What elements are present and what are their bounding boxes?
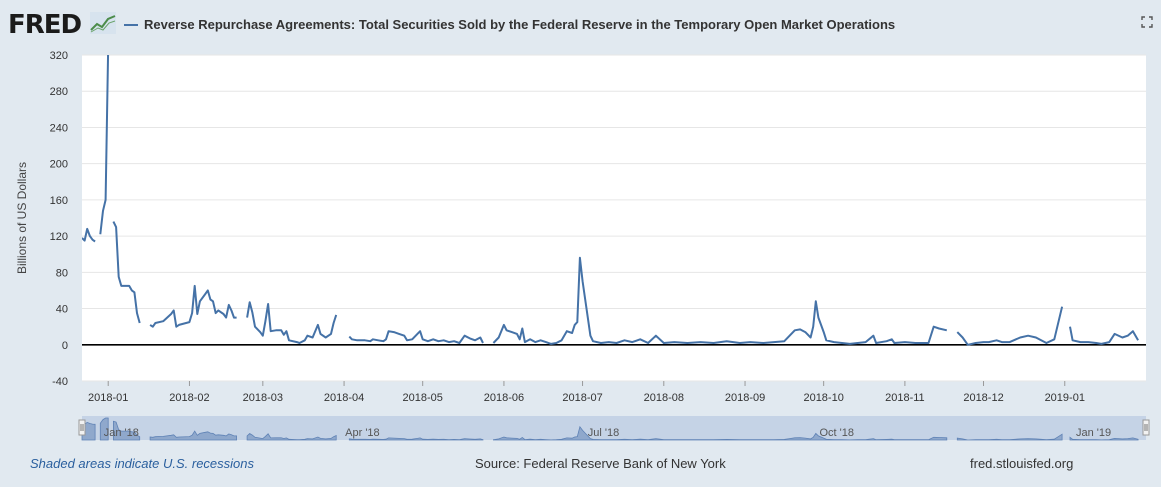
navigator-area (956, 433, 1063, 441)
navigator-label: Apr '18 (345, 427, 380, 439)
plot-area (82, 55, 1146, 381)
series-title: Reverse Repurchase Agreements: Total Sec… (144, 17, 896, 32)
x-tick-label: 2018-03 (243, 392, 283, 404)
y-tick-label: 80 (56, 267, 68, 279)
x-tick-label: 2018-08 (644, 392, 684, 404)
series-line-segment (492, 256, 948, 345)
line-chart-icon (90, 12, 116, 34)
navigator-label: Oct '18 (820, 427, 855, 439)
x-tick-label: 2018-07 (562, 392, 602, 404)
x-tick-label: 2018-01 (88, 392, 128, 404)
site-link[interactable]: fred.stlouisfed.org (970, 456, 1074, 471)
series-line-segment (112, 221, 141, 324)
series-line-segment (956, 306, 1064, 346)
x-tick-label: 2018-04 (324, 392, 364, 404)
navigator-area (99, 417, 109, 441)
series-line-segment (82, 227, 96, 243)
navigator-handle-left[interactable] (78, 419, 86, 436)
navigator-area (348, 437, 484, 441)
y-tick-label: 200 (50, 159, 68, 171)
series-line-segment (99, 55, 110, 235)
y-tick-label: 40 (56, 304, 68, 316)
x-tick-label: 2018-10 (803, 392, 843, 404)
navigator-area (493, 425, 948, 441)
series-line-segment (1069, 326, 1139, 345)
legend-swatch (124, 23, 138, 26)
navigator-label: Jan '18 (104, 427, 139, 439)
series-line-segment (348, 330, 484, 344)
y-tick-label: 160 (50, 195, 68, 207)
navigator-labels: Jan '18 Apr '18 Jul '18 Oct '18 Jan '19 (104, 427, 1111, 439)
y-tick-label: 0 (62, 340, 68, 352)
chart-header: FRED Reverse Repurchase Agreements: Tota… (0, 0, 1161, 50)
y-tick-label: 320 (50, 50, 68, 62)
navigator-label: Jul '18 (588, 427, 619, 439)
navigator-area (246, 433, 337, 441)
navigator-series (81, 417, 1139, 441)
y-axis-ticks: -40 0 40 80 120 160 200 240 280 320 (50, 50, 68, 388)
recession-note-link[interactable]: Shaded areas indicate U.S. recessions (30, 456, 255, 471)
y-tick-label: 280 (50, 86, 68, 98)
x-tick-label: 2018-05 (403, 392, 443, 404)
x-tick-label: 2018-02 (169, 392, 209, 404)
series-line-segment (246, 301, 338, 344)
navigator-area (1069, 436, 1139, 441)
fullscreen-icon[interactable] (1141, 16, 1153, 28)
y-axis-label: Billions of US Dollars (15, 162, 29, 274)
y-tick-label: 240 (50, 122, 68, 134)
navigator[interactable]: Jan '18 Apr '18 Jul '18 Oct '18 Jan '19 (78, 416, 1150, 441)
navigator-area (113, 420, 141, 441)
x-tick-label: 2018-11 (885, 392, 925, 404)
y-tick-label: 120 (50, 231, 68, 243)
x-axis: 2018-01 2018-02 2018-03 2018-04 2018-05 2018-… (88, 381, 1085, 404)
series-legend: Reverse Repurchase Agreements: Total Sec… (124, 17, 895, 32)
y-tick-label: -40 (52, 376, 68, 388)
navigator-area (149, 430, 237, 441)
navigator-track (82, 416, 1146, 440)
x-tick-label: 2018-09 (725, 392, 765, 404)
series-lines (82, 55, 1139, 346)
navigator-handle-right[interactable] (1142, 419, 1150, 436)
x-tick-label: 2018-12 (963, 392, 1003, 404)
fred-logo: FRED (8, 10, 82, 40)
source-note: Source: Federal Reserve Bank of New York (475, 456, 726, 471)
navigator-label: Jan '19 (1076, 427, 1111, 439)
series-line-segment (149, 284, 237, 328)
x-tick-label: 2019-01 (1045, 392, 1085, 404)
x-tick-label: 2018-06 (484, 392, 524, 404)
